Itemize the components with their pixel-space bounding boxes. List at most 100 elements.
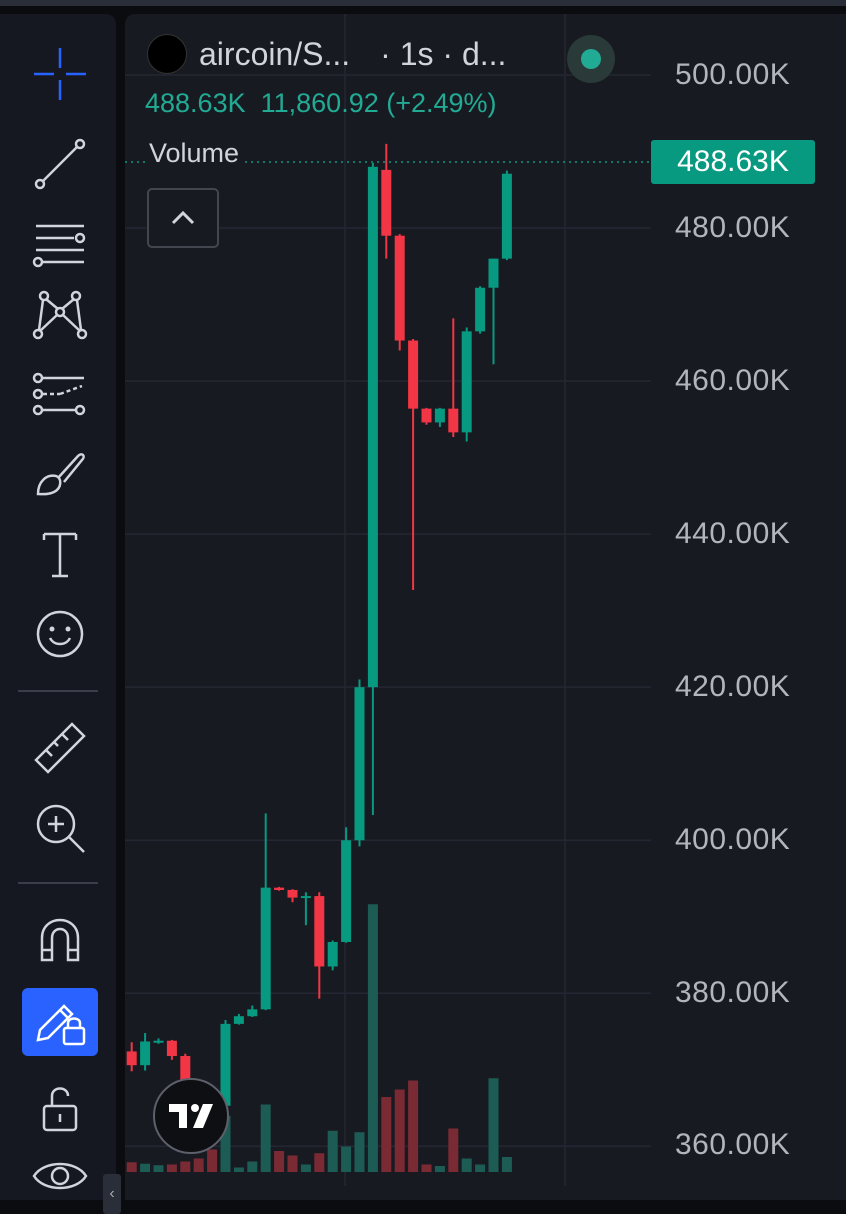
volume-bar [140,1163,151,1172]
candle-body [341,840,352,942]
volume-bar [287,1155,298,1172]
ruler-icon [34,722,86,774]
volume-bar [180,1161,191,1172]
price-tick: 420.00K [675,670,791,703]
emoji-tool[interactable] [22,600,98,668]
candle-body [354,687,365,841]
volume-bar [381,1097,392,1172]
candle-body [260,887,271,1010]
candle-body [180,1056,191,1089]
patterns-icon [32,290,88,340]
volume-bar [408,1080,419,1172]
eye-icon [32,1162,88,1190]
candle-body [327,941,338,967]
volume-bar [274,1151,285,1172]
price-tick: 440.00K [675,517,791,550]
volume-bar [314,1153,325,1172]
volume-bar [448,1128,459,1172]
volume-bar [166,1164,177,1172]
fib-retracement-tool[interactable] [22,210,98,278]
candle-body [126,1051,137,1066]
magnet-tool[interactable] [22,904,98,972]
text-tool[interactable] [22,520,98,588]
collapse-toolbar-handle[interactable]: ‹ [103,1174,121,1214]
volume-bar [220,1115,231,1172]
symbol-legend[interactable]: aircoin/S... · 1s · d... [147,34,506,74]
forecasting-icon [32,372,86,416]
zoom-in-icon [36,804,85,853]
candle-body [448,408,459,433]
patterns-tool[interactable] [22,280,98,348]
trend-line-icon [34,138,86,190]
volume-bar [193,1158,204,1172]
volume-bar [260,1104,271,1172]
volume-bar [327,1130,338,1172]
volume-bar [434,1166,445,1172]
last-price-value: 488.63K [145,88,246,118]
brush-tool[interactable] [22,440,98,508]
tradingview-logo-icon [169,1104,213,1128]
chevron-up-icon [171,210,195,225]
candle-body [461,331,472,433]
candle-body [408,340,419,409]
volume-bar [247,1161,258,1172]
top-border [0,0,846,6]
chart-panel: aircoin/S... · 1s · d... 488.63K 11,860.… [103,14,846,1214]
candle-body [300,896,311,899]
volume-indicator-label[interactable]: Volume [147,138,242,169]
brush-icon [36,453,85,496]
candle-body [247,1009,258,1017]
last-price-tag: 488.63K [651,140,815,184]
volume-bar [153,1165,164,1172]
toolbar-divider [18,690,98,692]
symbol-name: aircoin/S... [199,35,351,72]
volume-bar [207,1149,218,1172]
volume-bar [501,1157,512,1172]
price-axis[interactable]: 500.00K 480.00K 460.00K 440.00K 420.00K … [651,14,846,1200]
crosshair-tool[interactable] [22,40,98,108]
volume-bar [394,1089,405,1172]
price-tick: 500.00K [675,58,791,91]
forecasting-tool[interactable] [22,360,98,428]
candle-body [166,1040,177,1057]
chart-pane[interactable] [125,14,651,1186]
price-tick: 380.00K [675,976,791,1009]
price-tick: 400.00K [675,823,791,856]
volume-bar [475,1164,486,1172]
candle-body [140,1041,151,1066]
ruler-tool[interactable] [22,714,98,782]
crosshair-icon [34,48,86,100]
zoom-in-tool[interactable] [22,794,98,862]
symbol-logo-icon [147,34,187,74]
emoji-icon [36,610,84,658]
candle-body [434,408,445,423]
lock-drawings-tool[interactable] [22,988,98,1056]
quote-values: 488.63K 11,860.92 (+2.49%) [145,88,497,119]
unlock-icon [42,1087,78,1132]
volume-bar [233,1167,244,1172]
unlock-tool[interactable] [22,1074,98,1142]
collapse-legend-button[interactable] [147,188,219,248]
trend-line-tool[interactable] [22,130,98,198]
candle-body [287,889,298,898]
volume-bar [461,1158,472,1172]
market-status-icon[interactable] [567,35,615,83]
interval-label: · 1s · d... [380,35,507,72]
price-change-value: 11,860.92 (+2.49%) [260,88,497,118]
volume-bar [126,1162,137,1172]
candle-body [394,235,405,341]
candle-body [153,1040,164,1043]
candle-body [488,258,499,288]
volume-bar [341,1146,352,1172]
volume-bar [488,1078,499,1172]
drawing-toolbar [0,14,116,1200]
candlestick-chart[interactable] [125,14,651,1186]
candle-body [274,887,285,890]
volume-bar [354,1132,365,1172]
fib-retracement-icon [32,224,86,268]
candle-body [314,896,325,967]
price-tick: 480.00K [675,211,791,244]
tradingview-logo[interactable] [153,1078,229,1154]
hide-drawings-tool[interactable] [22,1142,98,1210]
candle-body [367,166,378,688]
